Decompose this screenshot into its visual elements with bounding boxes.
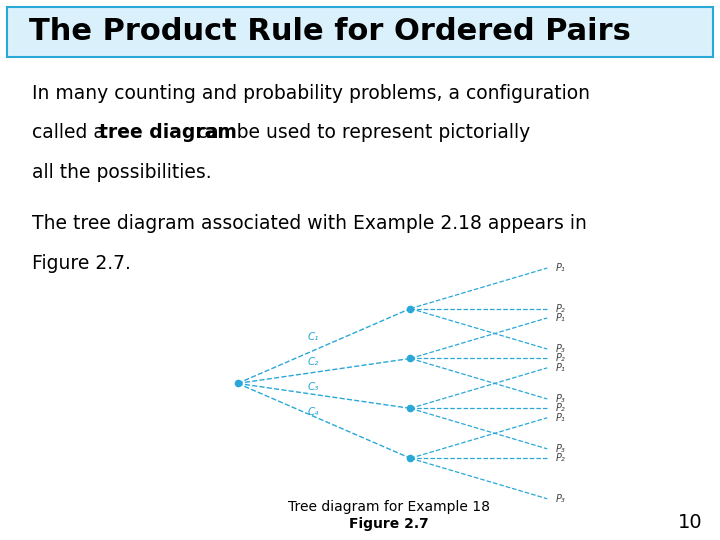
Text: 10: 10: [678, 513, 702, 532]
Text: P₁: P₁: [556, 263, 566, 273]
FancyBboxPatch shape: [7, 7, 713, 57]
Text: P₃: P₃: [556, 444, 566, 454]
Text: P₂: P₂: [556, 403, 566, 413]
Text: P₂: P₂: [556, 453, 566, 463]
Text: P₁: P₁: [556, 413, 566, 423]
Text: P₁: P₁: [556, 313, 566, 323]
Text: C₃: C₃: [307, 382, 319, 392]
Text: P₂: P₂: [556, 354, 566, 363]
Text: Tree diagram for Example 18: Tree diagram for Example 18: [288, 500, 490, 514]
Text: The Product Rule for Ordered Pairs: The Product Rule for Ordered Pairs: [29, 17, 631, 46]
Text: P₃: P₃: [556, 494, 566, 504]
Text: The tree diagram associated with Example 2.18 appears in: The tree diagram associated with Example…: [32, 214, 588, 233]
Text: P₂: P₂: [556, 303, 566, 314]
Text: called a: called a: [32, 123, 112, 142]
Text: P₃: P₃: [556, 344, 566, 354]
Text: C₂: C₂: [307, 356, 319, 367]
Text: tree diagram: tree diagram: [99, 123, 236, 142]
Text: C₁: C₁: [307, 332, 319, 342]
Text: all the possibilities.: all the possibilities.: [32, 163, 212, 181]
Text: can be used to represent pictorially: can be used to represent pictorially: [191, 123, 530, 142]
Text: P₃: P₃: [556, 394, 566, 404]
Text: P₁: P₁: [556, 363, 566, 373]
Text: In many counting and probability problems, a configuration: In many counting and probability problem…: [32, 84, 590, 103]
Text: Figure 2.7.: Figure 2.7.: [32, 254, 131, 273]
Text: C₄: C₄: [307, 407, 319, 416]
Text: Figure 2.7: Figure 2.7: [349, 517, 428, 531]
